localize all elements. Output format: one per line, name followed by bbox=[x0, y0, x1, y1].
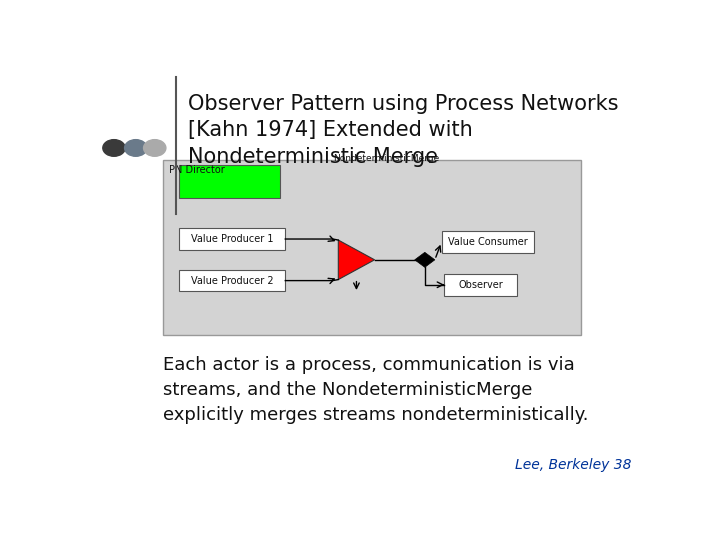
Polygon shape bbox=[415, 252, 435, 267]
FancyBboxPatch shape bbox=[179, 228, 285, 250]
Circle shape bbox=[125, 140, 147, 156]
Text: Observer: Observer bbox=[458, 280, 503, 290]
FancyBboxPatch shape bbox=[444, 274, 517, 295]
Text: PN Director: PN Director bbox=[169, 165, 225, 174]
Text: Observer Pattern using Process Networks
[Kahn 1974] Extended with
Nondeterminist: Observer Pattern using Process Networks … bbox=[188, 94, 618, 167]
Circle shape bbox=[143, 140, 166, 156]
FancyBboxPatch shape bbox=[179, 270, 285, 292]
Text: Lee, Berkeley 38: Lee, Berkeley 38 bbox=[515, 458, 631, 472]
Polygon shape bbox=[338, 240, 374, 280]
Circle shape bbox=[103, 140, 125, 156]
Text: Value Producer 1: Value Producer 1 bbox=[191, 234, 274, 244]
FancyBboxPatch shape bbox=[163, 160, 581, 335]
Text: NondeterministicMerge: NondeterministicMerge bbox=[333, 154, 439, 163]
Text: Value Producer 2: Value Producer 2 bbox=[191, 275, 274, 286]
FancyBboxPatch shape bbox=[179, 165, 279, 198]
Text: Each actor is a process, communication is via
streams, and the NondeterministicM: Each actor is a process, communication i… bbox=[163, 356, 588, 424]
Text: Value Consumer: Value Consumer bbox=[448, 237, 528, 247]
FancyBboxPatch shape bbox=[441, 231, 534, 253]
